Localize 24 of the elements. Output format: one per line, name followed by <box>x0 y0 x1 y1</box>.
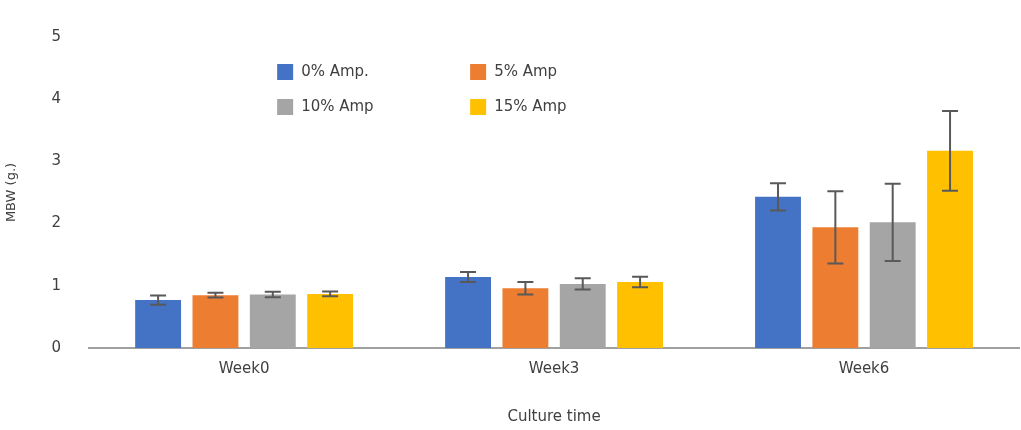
bar <box>192 295 239 348</box>
bar <box>812 227 859 348</box>
x-axis-title: Culture time <box>507 406 601 425</box>
bar <box>445 277 491 348</box>
bar <box>755 196 801 348</box>
bar <box>927 150 973 348</box>
y-axis-title: MBW (g.) <box>3 162 19 223</box>
x-tick-label: Week6 <box>838 358 890 377</box>
y-tick-label: 4 <box>51 89 62 108</box>
x-tick-label: Week0 <box>218 358 270 377</box>
bar <box>307 293 354 348</box>
x-tick-label: Week3 <box>528 358 580 377</box>
bar <box>617 282 664 348</box>
y-tick-label: 0 <box>51 337 62 356</box>
legend-label: 0% Amp. <box>301 61 369 80</box>
y-tick-label: 2 <box>51 213 62 232</box>
y-tick-label: 1 <box>51 275 62 294</box>
y-tick-label: 5 <box>51 26 62 45</box>
legend-label: 5% Amp <box>494 61 558 80</box>
legend-label: 15% Amp <box>494 96 567 115</box>
bar <box>135 300 182 348</box>
legend-label: 10% Amp <box>301 96 374 115</box>
bar <box>502 288 549 348</box>
y-tick-label: 3 <box>51 151 62 170</box>
